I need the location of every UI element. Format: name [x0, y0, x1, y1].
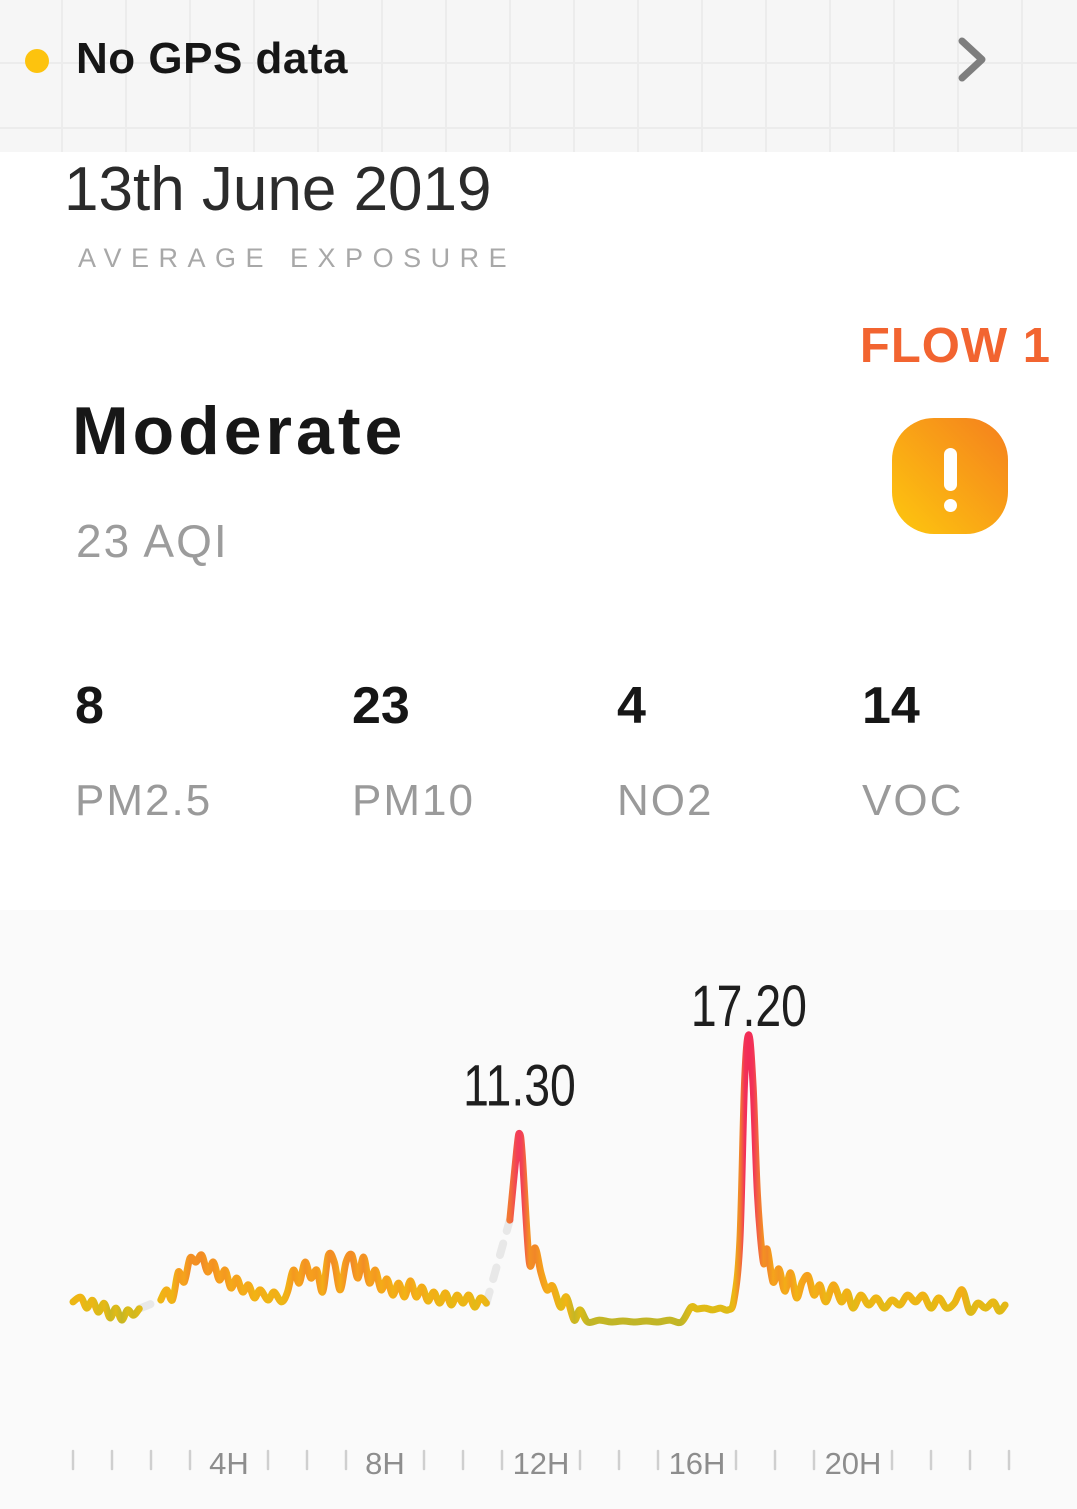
date-title: 13th June 2019 [64, 155, 492, 224]
average-exposure-label: AVERAGE EXPOSURE [78, 243, 517, 273]
stat-voc: 14 VOC [862, 676, 963, 826]
stat-label-voc: VOC [862, 776, 964, 825]
stat-no2: 4 NO2 [617, 676, 713, 826]
stat-label-no2: NO2 [617, 776, 714, 825]
missing-data-dash [135, 1296, 165, 1313]
x-tick-label: 20H [825, 1446, 882, 1481]
stat-label-pm10: PM10 [352, 776, 475, 825]
aqi-line [506, 1031, 1009, 1327]
aqi-line [157, 1249, 490, 1311]
exclamation-dot [943, 499, 957, 512]
peak-time-annotation: 17.20 [691, 974, 807, 1039]
stat-pm25: 8 PM2.5 [75, 676, 212, 826]
chevron-right-icon[interactable] [956, 36, 990, 84]
gps-status-label: No GPS data [76, 34, 348, 83]
device-name-label[interactable]: FLOW 1 [859, 319, 1051, 373]
x-tick-label: 8H [365, 1446, 405, 1481]
x-tick-label: 16H [669, 1446, 726, 1481]
x-tick-label: 4H [209, 1446, 249, 1481]
alert-badge[interactable] [892, 418, 1008, 534]
peak-time-annotation: 11.30 [463, 1054, 576, 1119]
stat-pm10: 23 PM10 [352, 676, 475, 826]
missing-data-dash [482, 1216, 514, 1308]
stat-label-pm25: PM2.5 [75, 776, 213, 825]
exposure-chart[interactable]: 4H 8H 12H 16H 20H 11.30 17.20 [0, 910, 1077, 1509]
pollutant-stats: 8 PM2.5 23 PM10 4 NO2 14 VOC [0, 676, 1077, 846]
status-dot-icon [25, 49, 49, 73]
exclamation-icon [943, 448, 957, 491]
air-quality-label: Moderate [72, 393, 407, 469]
aqi-value: 23 AQI [76, 515, 229, 567]
stat-value-pm10: 23 [352, 677, 410, 735]
stat-value-no2: 4 [617, 677, 646, 735]
x-tick-label: 12H [513, 1446, 570, 1481]
stat-value-voc: 14 [862, 677, 920, 735]
aqi-line [69, 1293, 143, 1324]
gps-status-banner[interactable]: No GPS data [0, 0, 1077, 152]
stat-value-pm25: 8 [75, 677, 104, 735]
